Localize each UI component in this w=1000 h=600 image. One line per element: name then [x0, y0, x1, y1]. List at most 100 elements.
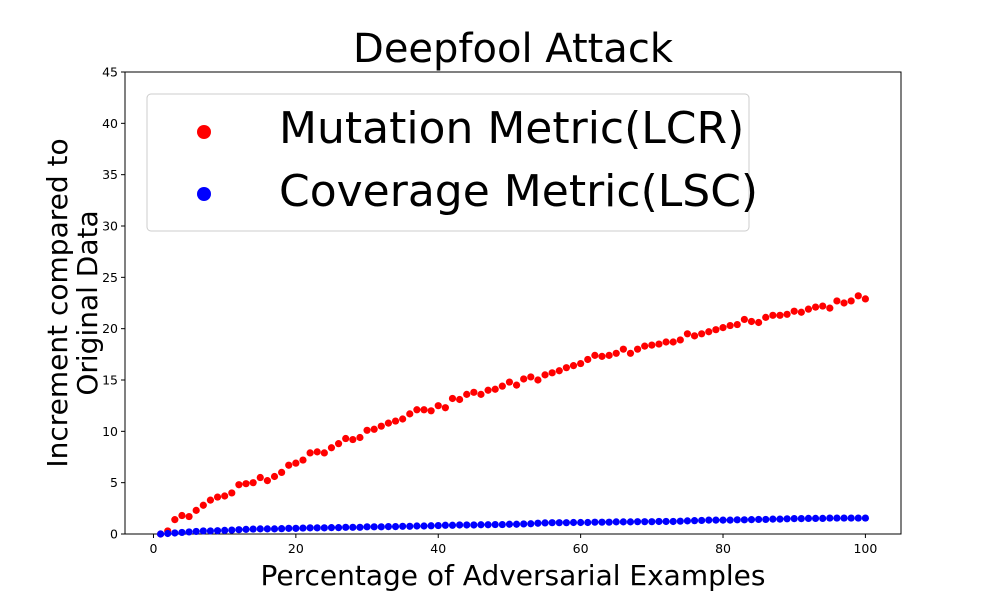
data-point-lsc	[733, 516, 741, 524]
data-point-lsc	[577, 518, 585, 527]
data-point-lcr	[591, 351, 599, 359]
data-point-lsc	[676, 517, 684, 525]
data-point-lsc	[719, 516, 727, 524]
data-point-lcr	[612, 349, 620, 357]
data-point-lsc	[712, 516, 720, 524]
data-point-lsc	[769, 515, 777, 523]
data-point-lsc	[690, 517, 699, 525]
data-point-lsc	[399, 522, 407, 530]
data-point-lsc	[612, 518, 620, 526]
data-point-lsc	[342, 523, 350, 531]
data-point-lcr	[384, 419, 393, 427]
y-tick-label: 35	[102, 167, 118, 182]
data-point-lcr	[698, 330, 706, 338]
data-point-lcr	[705, 328, 713, 336]
data-point-lcr	[391, 417, 400, 425]
data-point-lsc	[569, 518, 578, 527]
data-point-lcr	[206, 496, 215, 504]
data-point-lcr	[356, 433, 364, 442]
data-point-lsc	[221, 526, 229, 535]
data-point-lsc	[776, 515, 784, 523]
data-point-lcr	[783, 310, 791, 318]
data-point-lsc	[811, 514, 820, 522]
data-point-lcr	[733, 320, 741, 329]
legend-box	[146, 93, 750, 232]
data-point-lsc	[370, 523, 378, 531]
data-point-lsc	[363, 523, 371, 531]
data-point-lcr	[463, 390, 471, 398]
data-point-lsc	[698, 516, 706, 525]
x-tick-label: 40	[430, 541, 446, 556]
data-point-lsc	[633, 518, 642, 526]
data-point-lcr	[847, 297, 855, 305]
data-point-lsc	[228, 526, 236, 534]
data-point-lsc	[548, 519, 556, 527]
y-axis-ticks: 0 5 10 15 20 25 30 35 40 45	[102, 65, 125, 542]
data-point-lsc	[755, 515, 763, 524]
data-point-lcr	[249, 479, 257, 487]
data-point-lcr	[320, 449, 328, 457]
chart-title: Deepfool Attack	[353, 26, 674, 72]
data-point-lcr	[769, 311, 777, 319]
data-point-lcr	[313, 448, 321, 456]
x-tick-label: 20	[288, 541, 304, 556]
data-point-lsc	[156, 530, 165, 538]
x-tick-label: 60	[573, 541, 589, 556]
data-point-lcr	[363, 426, 371, 434]
data-point-lsc	[605, 518, 613, 526]
data-point-lcr	[633, 345, 642, 353]
data-point-lsc	[406, 522, 414, 530]
data-point-lsc	[512, 520, 521, 528]
data-point-lsc	[484, 521, 492, 529]
data-point-lcr	[406, 410, 414, 418]
data-point-lsc	[762, 515, 770, 524]
y-tick-label: 30	[102, 219, 118, 234]
data-point-lsc	[192, 527, 200, 536]
data-point-lcr	[228, 489, 236, 497]
data-point-lcr	[292, 459, 300, 467]
data-point-lcr	[655, 340, 663, 348]
data-point-lcr	[797, 308, 805, 316]
data-point-lsc	[826, 514, 834, 522]
y-tick-label: 20	[102, 321, 118, 336]
data-point-lcr	[448, 394, 457, 403]
y-tick-label: 40	[102, 116, 118, 131]
data-point-lcr	[534, 376, 542, 384]
data-point-lcr	[755, 318, 763, 327]
data-point-lcr	[819, 302, 827, 310]
data-point-lcr	[683, 330, 692, 338]
data-point-lsc	[534, 519, 542, 527]
data-point-lsc	[178, 528, 186, 537]
x-tick-label: 80	[715, 541, 731, 556]
data-points	[156, 292, 870, 538]
data-point-lsc	[747, 516, 756, 524]
data-point-lsc	[434, 521, 442, 530]
data-point-lcr	[491, 385, 499, 393]
data-point-lsc	[334, 524, 343, 532]
data-point-lsc	[391, 523, 400, 531]
data-point-lcr	[242, 480, 250, 488]
data-point-lsc	[164, 529, 172, 538]
data-point-lcr	[626, 349, 635, 357]
data-point-lsc	[427, 522, 435, 530]
y-tick-label: 25	[102, 270, 118, 285]
data-point-lsc	[349, 523, 357, 531]
data-point-lcr	[342, 434, 350, 443]
data-point-lsc	[833, 514, 841, 522]
x-axis-ticks: 0 20 40 60 80 100	[150, 534, 877, 556]
data-point-lsc	[171, 529, 179, 537]
data-point-lsc	[199, 527, 207, 535]
data-point-lcr	[270, 472, 279, 481]
data-point-lsc	[420, 522, 428, 530]
y-tick-label: 10	[102, 424, 118, 439]
data-point-lcr	[562, 364, 570, 372]
data-point-lcr	[185, 512, 193, 521]
data-point-lsc	[847, 514, 855, 522]
data-point-lsc	[619, 518, 627, 526]
data-point-lsc	[498, 520, 506, 529]
data-point-lcr	[548, 369, 556, 377]
data-point-lcr	[441, 404, 449, 412]
data-point-lcr	[199, 501, 207, 509]
data-point-lsc	[320, 524, 328, 532]
